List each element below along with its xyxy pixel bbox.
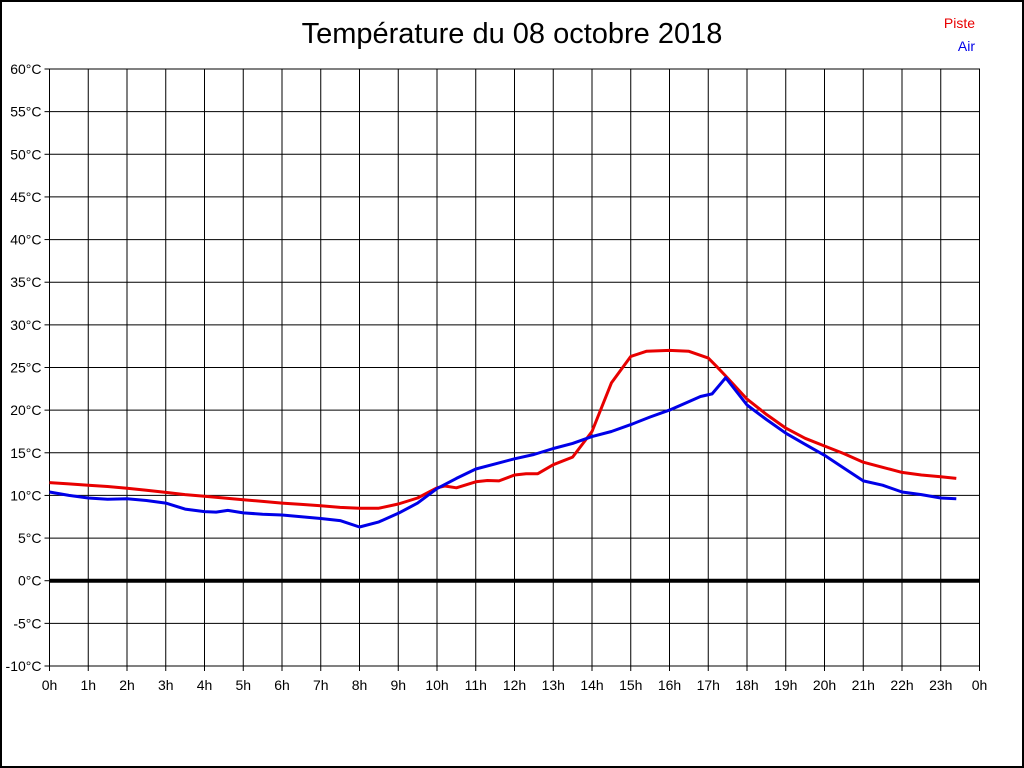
x-tick-label: 0h xyxy=(42,677,58,693)
x-tick-label: 1h xyxy=(80,677,96,693)
x-tick-label: 3h xyxy=(158,677,174,693)
y-tick-label: 50°C xyxy=(10,146,41,162)
x-tick-label: 8h xyxy=(352,677,368,693)
x-tick-label: 19h xyxy=(774,677,797,693)
x-tick-label: 18h xyxy=(735,677,758,693)
x-tick-label: 23h xyxy=(929,677,952,693)
series-line-piste xyxy=(49,348,957,510)
y-tick-label: 15°C xyxy=(10,445,41,461)
x-tick-label: 21h xyxy=(852,677,875,693)
y-tick-label: -5°C xyxy=(13,615,41,631)
x-tick-label: 22h xyxy=(890,677,913,693)
x-tick-label: 12h xyxy=(503,677,526,693)
y-tick-label: 60°C xyxy=(10,61,41,77)
y-tick-label: 45°C xyxy=(10,189,41,205)
y-tick-label: 40°C xyxy=(10,232,41,248)
chart-legend: Piste Air xyxy=(944,12,975,58)
x-tick-label: 6h xyxy=(274,677,290,693)
x-tick-label: 0h xyxy=(972,677,988,693)
x-tick-label: 10h xyxy=(425,677,448,693)
y-tick-label: 5°C xyxy=(18,530,42,546)
y-tick-label: 20°C xyxy=(10,402,41,418)
plot-frame xyxy=(49,68,980,667)
x-tick-label: 16h xyxy=(658,677,681,693)
y-tick-label: -10°C xyxy=(6,658,42,674)
y-tick-label: 55°C xyxy=(10,104,41,120)
y-tick-label: 0°C xyxy=(18,573,42,589)
x-tick-label: 20h xyxy=(813,677,836,693)
x-tick-label: 9h xyxy=(390,677,406,693)
x-tick-label: 4h xyxy=(197,677,213,693)
legend-item-piste: Piste xyxy=(943,15,975,31)
x-tick-label: 11h xyxy=(465,677,487,693)
x-tick-label: 13h xyxy=(542,677,565,693)
x-tick-label: 15h xyxy=(619,677,642,693)
x-tick-label: 14h xyxy=(580,677,603,693)
y-tick-label: 25°C xyxy=(10,360,41,376)
y-tick-label: 35°C xyxy=(10,274,41,290)
series-line-air xyxy=(49,376,957,529)
legend-item-air: Air xyxy=(957,38,975,54)
y-tick-label: 10°C xyxy=(10,487,41,503)
chart-title: Température du 08 octobre 2018 xyxy=(301,18,723,50)
y-tick-label: 30°C xyxy=(10,317,41,333)
x-tick-label: 17h xyxy=(697,677,720,693)
x-tick-label: 7h xyxy=(313,677,329,693)
x-tick-label: 5h xyxy=(235,677,251,693)
x-tick-label: 2h xyxy=(119,677,135,693)
